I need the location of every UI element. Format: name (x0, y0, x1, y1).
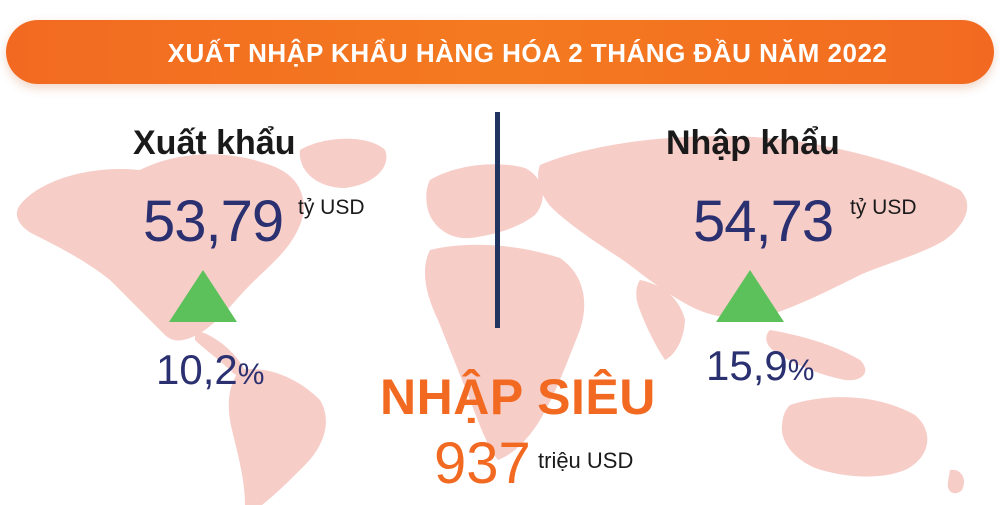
europe-shape (426, 164, 543, 239)
import-change-number: 15,9 (706, 342, 788, 389)
header-banner: XUẤT NHẬP KHẨU HÀNG HÓA 2 THÁNG ĐẦU NĂM … (6, 20, 994, 84)
trade-balance-label: NHẬP SIÊU (380, 369, 656, 425)
page-title: XUẤT NHẬP KHẨU HÀNG HÓA 2 THÁNG ĐẦU NĂM … (167, 38, 888, 68)
asia-shape (538, 136, 968, 319)
trade-balance-value: 937 (434, 431, 531, 496)
center-divider (495, 112, 500, 328)
export-change-number: 10,2 (156, 346, 238, 393)
new-zealand-shape (947, 469, 965, 494)
export-label: Xuất khẩu (133, 124, 296, 162)
import-change: 15,9% (706, 342, 814, 390)
export-change: 10,2% (156, 346, 264, 394)
trade-balance-unit: triệu USD (538, 448, 634, 473)
import-value: 54,73 (693, 189, 834, 254)
import-change-sign: % (787, 354, 815, 387)
south-america-shape (228, 369, 326, 505)
import-up-triangle-icon (716, 270, 784, 322)
export-value: 53,79 (143, 189, 284, 254)
australia-shape (781, 397, 928, 477)
africa-shape (424, 244, 585, 460)
export-unit: tỷ USD (298, 196, 365, 219)
export-up-triangle-icon (169, 270, 237, 322)
import-unit: tỷ USD (850, 196, 917, 219)
india-shape (636, 280, 685, 360)
southeast-asia-shape (766, 330, 866, 381)
central-america-shape (195, 330, 245, 376)
greenland-shape (299, 138, 387, 188)
import-label: Nhập khẩu (666, 124, 840, 162)
export-change-sign: % (237, 358, 265, 391)
north-america-shape (16, 154, 304, 341)
